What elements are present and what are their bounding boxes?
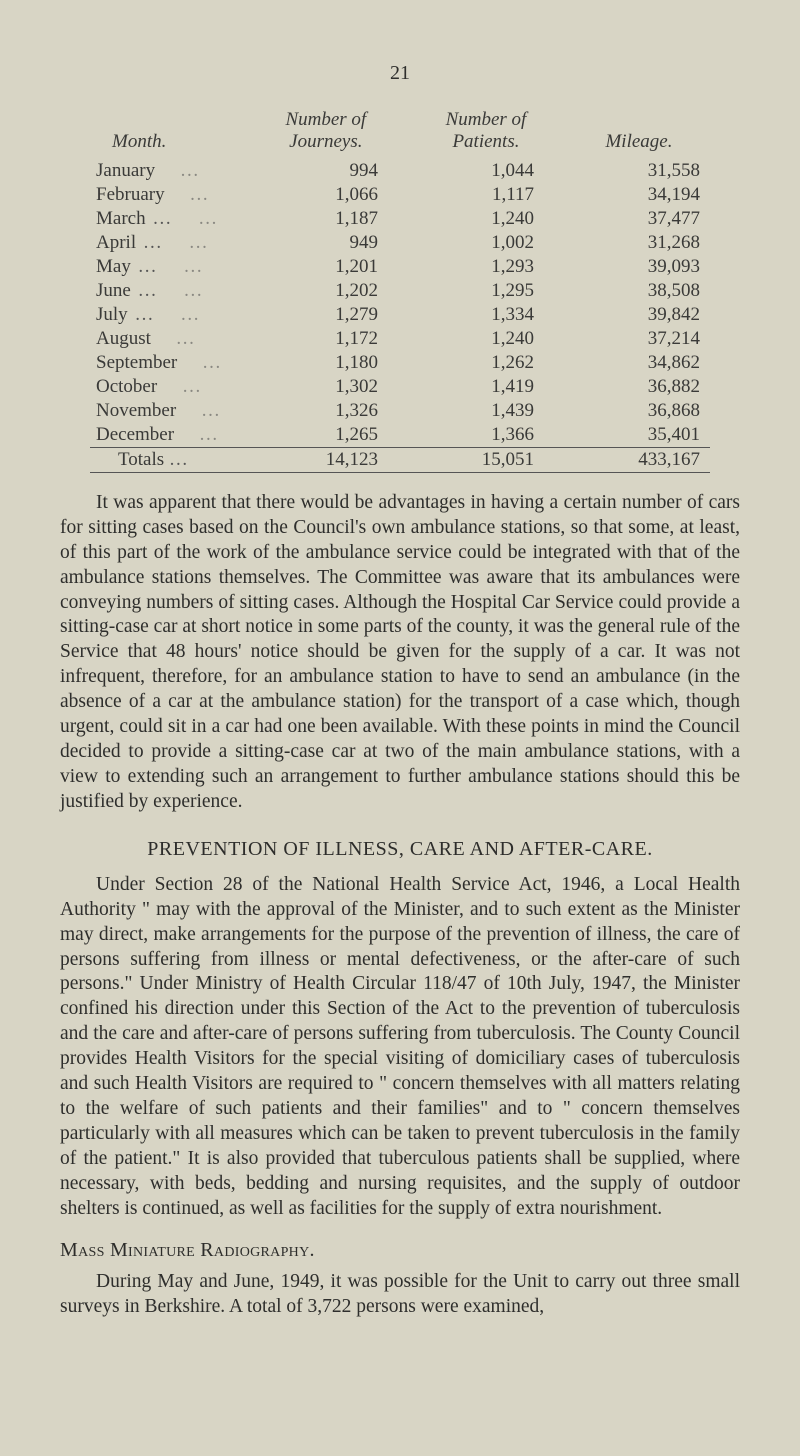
cell-patients: 1,240 [404,327,568,351]
table-row: October …1,3021,41936,882 [90,375,710,399]
cell-month: October … [90,375,248,399]
cell-patients: 1,439 [404,399,568,423]
ellipsis-icon: … [175,376,203,397]
paragraph-3: During May and June, 1949, it was possib… [60,1270,740,1320]
col-header-journeys: Number ofJourneys. [248,107,404,159]
cell-patients: 1,366 [404,423,568,448]
cell-patients: 1,293 [404,255,568,279]
cell-mileage: 31,558 [568,159,710,183]
ellipsis-icon: … [177,256,205,277]
cell-mileage: 39,842 [568,303,710,327]
cell-patients: 1,240 [404,207,568,231]
cell-patients: 1,262 [404,351,568,375]
ellipsis-icon: … [195,352,223,373]
cell-journeys: 1,326 [248,399,404,423]
ellipsis-icon: … [169,328,197,349]
ellipsis-icon: … [173,304,201,325]
cell-journeys: 994 [248,159,404,183]
cell-mileage: 35,401 [568,423,710,448]
ellipsis-icon: … [177,280,205,301]
table-row: December …1,2651,36635,401 [90,423,710,448]
totals-label: Totals … [90,447,248,472]
cell-mileage: 31,268 [568,231,710,255]
cell-month: February … [90,183,248,207]
cell-journeys: 1,066 [248,183,404,207]
ellipsis-icon: … [194,400,222,421]
cell-month: June … … [90,279,248,303]
totals-mileage: 433,167 [568,447,710,472]
cell-month: September … [90,351,248,375]
table-row: March … …1,1871,24037,477 [90,207,710,231]
ellipsis-icon: … [173,160,201,181]
ellipsis-icon: … [182,232,210,253]
cell-journeys: 1,172 [248,327,404,351]
cell-journeys: 1,279 [248,303,404,327]
ellipsis-icon: … [183,184,211,205]
ellipsis-icon: … [192,424,220,445]
section-heading: PREVENTION OF ILLNESS, CARE AND AFTER-CA… [60,837,740,863]
totals-journeys: 14,123 [248,447,404,472]
table-row: November …1,3261,43936,868 [90,399,710,423]
page-number: 21 [60,62,740,85]
totals-patients: 15,051 [404,447,568,472]
cell-patients: 1,295 [404,279,568,303]
table-row: June … …1,2021,29538,508 [90,279,710,303]
cell-month: March … … [90,207,248,231]
paragraph-1: It was apparent that there would be adva… [60,491,740,815]
sub-heading: Mass Miniature Radiography. [60,1238,740,1264]
col-header-mileage: Mileage. [568,107,710,159]
cell-journeys: 1,202 [248,279,404,303]
ellipsis-icon: … [136,232,164,253]
col-header-month: Month. [90,107,248,159]
cell-journeys: 1,201 [248,255,404,279]
ellipsis-icon: … [131,280,159,301]
table-totals-row: Totals … 14,123 15,051 433,167 [90,447,710,472]
stats-table: Month. Number ofJourneys. Number ofPatie… [90,107,710,473]
cell-mileage: 34,862 [568,351,710,375]
cell-journeys: 1,180 [248,351,404,375]
cell-journeys: 1,187 [248,207,404,231]
cell-mileage: 36,882 [568,375,710,399]
cell-journeys: 1,265 [248,423,404,448]
document-page: 21 Month. Number ofJourneys. Number ofPa… [0,0,800,1374]
cell-month: January … [90,159,248,183]
body-text: It was apparent that there would be adva… [60,491,740,1320]
cell-mileage: 38,508 [568,279,710,303]
table-header-row: Month. Number ofJourneys. Number ofPatie… [90,107,710,159]
cell-mileage: 36,868 [568,399,710,423]
table-row: July … …1,2791,33439,842 [90,303,710,327]
cell-patients: 1,002 [404,231,568,255]
ellipsis-icon: … [131,256,159,277]
table-row: January …9941,04431,558 [90,159,710,183]
ellipsis-icon: … [191,208,219,229]
ellipsis-icon: … [169,449,190,470]
ellipsis-icon: … [146,208,174,229]
cell-mileage: 34,194 [568,183,710,207]
table-row: May … …1,2011,29339,093 [90,255,710,279]
cell-patients: 1,419 [404,375,568,399]
cell-month: May … … [90,255,248,279]
cell-journeys: 1,302 [248,375,404,399]
table-row: February …1,0661,11734,194 [90,183,710,207]
table-row: September …1,1801,26234,862 [90,351,710,375]
table-row: April … …9491,00231,268 [90,231,710,255]
cell-patients: 1,117 [404,183,568,207]
table-row: August …1,1721,24037,214 [90,327,710,351]
cell-month: July … … [90,303,248,327]
cell-mileage: 37,477 [568,207,710,231]
cell-mileage: 39,093 [568,255,710,279]
paragraph-2: Under Section 28 of the National Health … [60,873,740,1222]
cell-patients: 1,334 [404,303,568,327]
cell-month: August … [90,327,248,351]
cell-journeys: 949 [248,231,404,255]
cell-mileage: 37,214 [568,327,710,351]
col-header-patients: Number ofPatients. [404,107,568,159]
cell-month: December … [90,423,248,448]
cell-month: November … [90,399,248,423]
ellipsis-icon: … [128,304,156,325]
cell-month: April … … [90,231,248,255]
cell-patients: 1,044 [404,159,568,183]
